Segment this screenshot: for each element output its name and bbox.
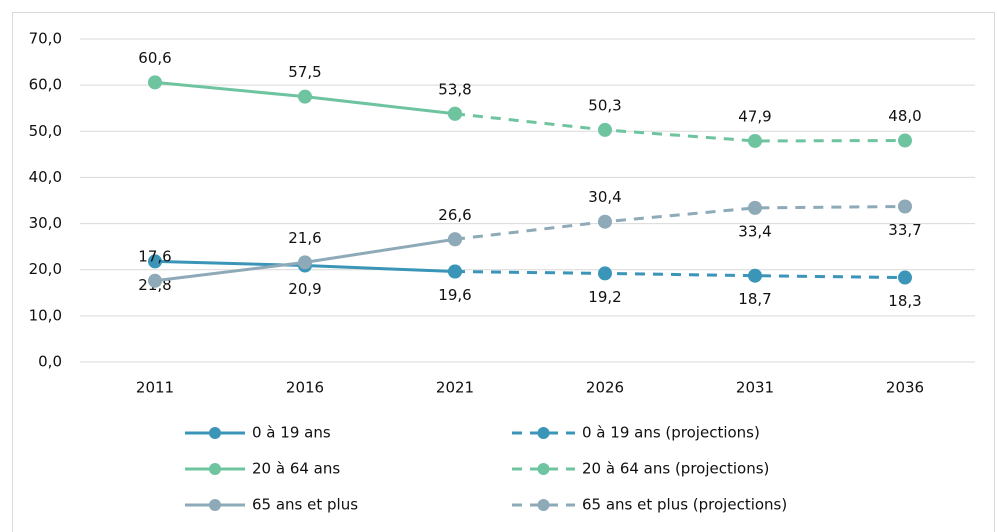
data-point (598, 122, 612, 137)
series-line (454, 112, 906, 143)
data-label: 26,6 (438, 206, 471, 224)
data-point (898, 199, 912, 214)
y-tick-label: 60,0 (29, 76, 62, 94)
data-label: 47,9 (738, 107, 771, 125)
data-label: 18,3 (888, 292, 921, 310)
x-tick-label: 2031 (736, 379, 774, 397)
data-point (448, 106, 462, 121)
data-label: 21,6 (288, 229, 321, 247)
data-label: 19,6 (438, 286, 471, 304)
data-point (898, 270, 912, 285)
legend-marker (537, 427, 550, 439)
data-point (748, 268, 762, 283)
x-tick-label: 2036 (886, 379, 924, 397)
data-label: 30,4 (588, 188, 621, 206)
legend-label: 0 à 19 ans (projections) (582, 424, 760, 442)
data-label: 48,0 (888, 107, 921, 125)
data-label: 53,8 (438, 80, 471, 98)
data-point (598, 214, 612, 229)
x-tick-label: 2021 (436, 379, 474, 397)
data-label: 50,3 (588, 96, 621, 114)
data-point (448, 264, 462, 279)
series-line (454, 270, 906, 280)
legend-label: 65 ans et plus (252, 496, 358, 514)
chart-border (12, 12, 995, 532)
series-line (454, 204, 906, 241)
x-tick-label: 2011 (136, 379, 174, 397)
legend-label: 0 à 19 ans (252, 424, 331, 442)
y-tick-label: 0,0 (38, 353, 62, 371)
legend-label: 20 à 64 ans (projections) (582, 460, 769, 478)
data-label: 20,9 (288, 280, 321, 298)
legend-label: 20 à 64 ans (252, 460, 340, 478)
data-point (748, 200, 762, 215)
legend-marker (537, 499, 550, 511)
y-tick-label: 50,0 (29, 122, 62, 140)
y-tick-label: 40,0 (29, 168, 62, 186)
legend-marker (537, 463, 550, 475)
data-label: 33,7 (888, 221, 921, 239)
x-tick-label: 2016 (286, 379, 324, 397)
y-tick-label: 70,0 (29, 30, 62, 48)
data-point (448, 232, 462, 247)
y-tick-label: 10,0 (29, 306, 62, 324)
data-point (298, 89, 312, 104)
legend-marker (209, 463, 221, 475)
data-label: 33,4 (738, 222, 771, 240)
data-point (148, 273, 162, 288)
y-tick-label: 30,0 (29, 214, 62, 232)
x-tick-label: 2026 (586, 379, 624, 397)
legend-label: 65 ans et plus (projections) (582, 496, 787, 514)
data-point (298, 255, 312, 270)
legend-marker (209, 427, 221, 439)
y-tick-label: 20,0 (29, 260, 62, 278)
data-label: 17,6 (138, 247, 171, 265)
data-label: 60,6 (138, 49, 171, 67)
data-point (898, 133, 912, 148)
data-point (148, 254, 162, 269)
data-point (748, 133, 762, 148)
data-point (148, 75, 162, 90)
data-point (598, 266, 612, 281)
data-label: 57,5 (288, 63, 321, 81)
data-label: 19,2 (588, 288, 621, 306)
legend-marker (209, 499, 221, 511)
data-label: 18,7 (738, 290, 771, 308)
